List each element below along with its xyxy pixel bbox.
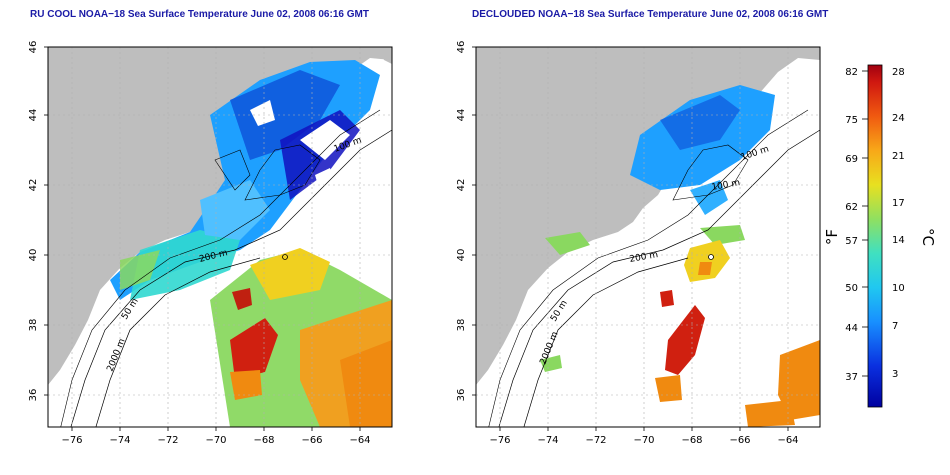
- left-y-tick: 46: [28, 41, 39, 54]
- right-map-title: DECLOUDED NOAA−18 Sea Surface Temperatur…: [472, 9, 829, 20]
- left-x-tick: −66: [301, 435, 322, 446]
- left-map-title: RU COOL NOAA−18 Sea Surface Temperature …: [30, 9, 369, 20]
- left-x-tick: −76: [61, 435, 82, 446]
- left-x-tick: −74: [109, 435, 130, 446]
- right-x-tick: −76: [489, 435, 510, 446]
- fahrenheit-tick: 57: [845, 236, 858, 247]
- fahrenheit-tick: 69: [845, 154, 858, 165]
- celsius-tick: 7: [892, 321, 898, 332]
- left-x-tick: −64: [349, 435, 370, 446]
- left-buoy-marker: [282, 254, 288, 260]
- left-y-tick: 36: [28, 389, 39, 402]
- left-y-tick: 38: [28, 319, 39, 332]
- right-y-tick: 46: [456, 41, 467, 54]
- celsius-tick: 21: [892, 151, 905, 162]
- right-land-mass: [476, 47, 820, 385]
- fahrenheit-tick: 44: [845, 323, 858, 334]
- right-y-tick: 44: [456, 109, 467, 122]
- right-x-tick: −72: [585, 435, 606, 446]
- right-y-tick: 42: [456, 179, 467, 192]
- right-x-tick: −68: [681, 435, 702, 446]
- celsius-label: °C: [919, 228, 937, 246]
- right-x-tick: −64: [777, 435, 798, 446]
- right-y-tick: 36: [456, 389, 467, 402]
- right-x-tick: −70: [633, 435, 654, 446]
- celsius-tick: 24: [892, 113, 905, 124]
- right-x-tick: −66: [729, 435, 750, 446]
- right-contour-label-200: 200 m: [629, 250, 659, 265]
- right-y-tick: 38: [456, 319, 467, 332]
- left-contour-200m: [70, 129, 392, 427]
- sst-colorbar: 82 75 69 62 57 50 44 37 28 24 21 17 14 1…: [825, 64, 937, 408]
- right-contour-200m: [498, 129, 820, 427]
- fahrenheit-tick: 75: [845, 115, 858, 126]
- right-contour-label-100a: 100 m: [711, 178, 741, 193]
- left-land-mass: [48, 47, 392, 385]
- right-x-tick: −74: [537, 435, 558, 446]
- right-sst-orange-patch: [778, 340, 820, 420]
- fahrenheit-tick: 62: [845, 202, 858, 213]
- fahrenheit-tick: 82: [845, 67, 858, 78]
- left-x-tick: −68: [253, 435, 274, 446]
- left-contour-2000m: [95, 257, 261, 427]
- celsius-tick: 10: [892, 283, 905, 294]
- celsius-tick: 17: [892, 198, 905, 209]
- right-buoy-marker: [708, 254, 714, 260]
- left-x-tick: −72: [157, 435, 178, 446]
- celsius-tick: 14: [892, 235, 905, 246]
- right-sst-red-patch: [665, 305, 705, 375]
- left-y-tick: 40: [28, 249, 39, 262]
- right-y-tick: 40: [456, 249, 467, 262]
- left-y-tick: 42: [28, 179, 39, 192]
- fahrenheit-tick: 37: [845, 372, 858, 383]
- left-y-tick: 44: [28, 109, 39, 122]
- left-x-tick: −70: [205, 435, 226, 446]
- left-sst-map: 200 m 2000 m 50 m 100 m −76 −74 −72 −70 …: [28, 41, 393, 446]
- right-contour-2000m: [523, 257, 689, 427]
- fahrenheit-tick: 50: [845, 283, 858, 294]
- colorbar-gradient: [867, 64, 883, 408]
- right-sst-yellow-patch: [684, 240, 730, 282]
- celsius-tick: 28: [892, 67, 905, 78]
- right-sst-map: 200 m 2000 m 50 m 100 m 100 m −76 −74 −7…: [456, 41, 821, 446]
- celsius-tick: 3: [892, 369, 898, 380]
- fahrenheit-label: °F: [825, 229, 841, 245]
